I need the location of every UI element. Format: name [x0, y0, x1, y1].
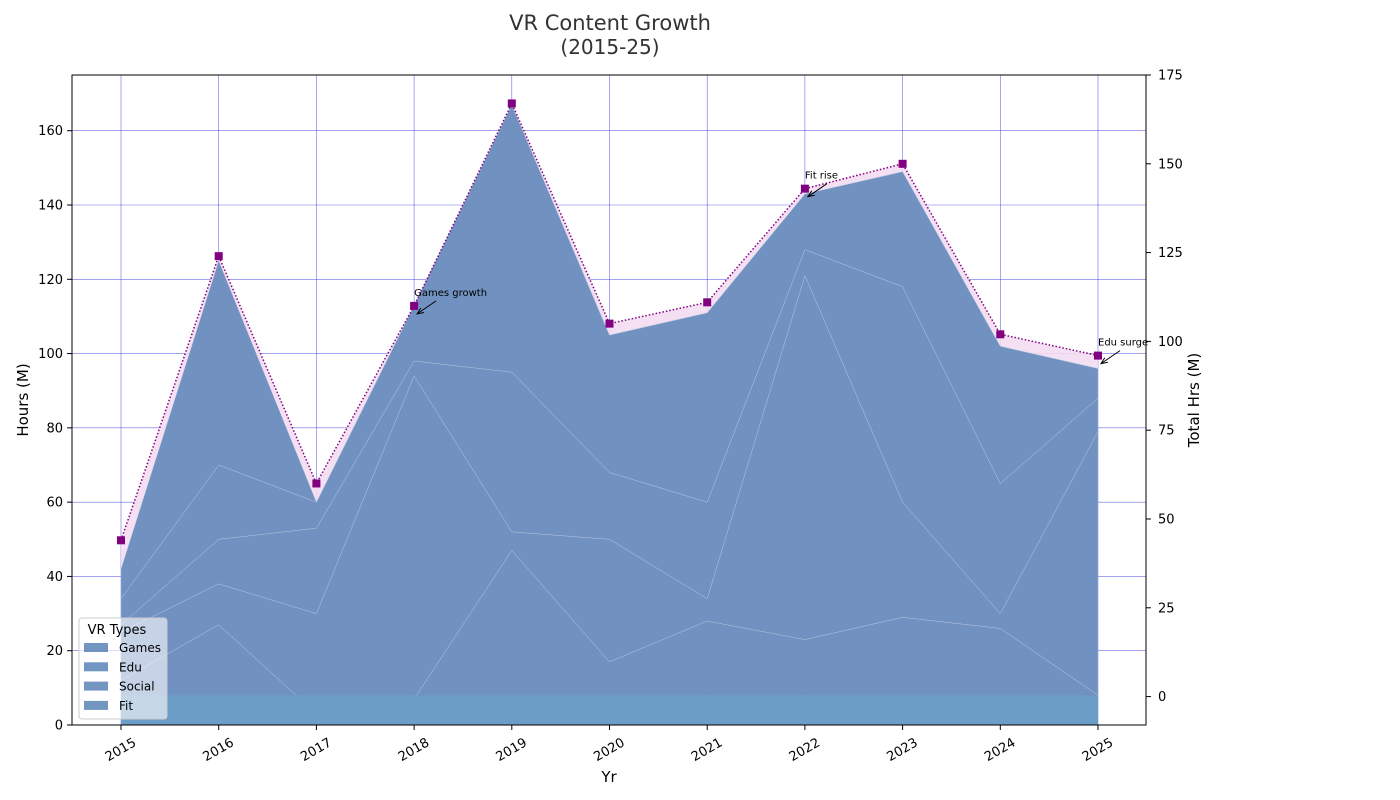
- y-axis-right: 0 25 50 75 100 125 150 175: [1146, 69, 1183, 705]
- y-axis-left: 0 20 40 60 80 100 120 140 160: [38, 124, 72, 734]
- annotation-arrow: [416, 300, 437, 315]
- y-right-tick-label: 175: [1158, 69, 1183, 84]
- total-marker: [703, 298, 712, 307]
- annotation-arrowhead: [806, 190, 815, 198]
- y-tick-label: 60: [46, 496, 63, 511]
- chart-title-line-1: VR Content Growth: [509, 11, 711, 35]
- x-tick-label: 2015: [103, 735, 139, 765]
- annotation-arrow: [807, 183, 828, 198]
- total-line: [117, 99, 1102, 545]
- x-tick-label: 2023: [884, 735, 920, 765]
- annotation-arrowhead: [416, 307, 425, 315]
- y-tick-label: 20: [46, 644, 63, 659]
- total-marker: [507, 99, 516, 108]
- x-tick-label: 2016: [201, 735, 237, 765]
- x-tick-label: 2020: [591, 735, 627, 765]
- total-marker: [605, 319, 614, 328]
- stacked-areas: [120, 103, 1099, 726]
- y-right-tick-label: 75: [1158, 424, 1175, 439]
- base-band: [121, 695, 1098, 725]
- annotation-text: Fit rise: [805, 171, 838, 182]
- annotation-text: Games growth: [414, 288, 487, 299]
- y-tick-label: 140: [38, 199, 63, 214]
- x-axis: 2015 2016 2017 2018 2019 2020 2021 2022 2023 2024…: [103, 725, 1116, 765]
- legend-swatch-games: [84, 643, 108, 652]
- total-marker: [800, 184, 809, 193]
- total-marker: [996, 330, 1005, 339]
- annotation-text: Edu surge: [1098, 338, 1148, 349]
- y-axis-right-label: Total Hrs (M): [1185, 353, 1203, 448]
- area-series-5: [120, 104, 1099, 600]
- total-marker: [312, 479, 321, 488]
- y-right-tick-label: 125: [1158, 246, 1183, 261]
- total-marker: [410, 301, 419, 310]
- y-axis-label: Hours (M): [14, 363, 32, 436]
- y-right-tick-label: 50: [1158, 512, 1175, 527]
- y-tick-label: 160: [38, 124, 63, 139]
- y-right-tick-label: 100: [1158, 335, 1183, 350]
- y-right-tick-label: 25: [1158, 601, 1175, 616]
- y-right-tick-label: 150: [1158, 157, 1183, 172]
- x-tick-label: 2022: [787, 735, 823, 765]
- legend-label-games: Games: [119, 641, 161, 655]
- legend-title: VR Types: [88, 623, 147, 638]
- legend-label-social: Social: [119, 680, 155, 694]
- legend-swatch-fit: [84, 700, 108, 710]
- chart-title: VR Content Growth (2015-25): [509, 11, 711, 59]
- total-marker: [214, 252, 223, 261]
- total-marker: [898, 159, 907, 168]
- x-tick-label: 2018: [396, 735, 432, 765]
- x-tick-label: 2019: [494, 735, 530, 765]
- legend-swatch-edu: [84, 662, 108, 672]
- y-tick-label: 40: [46, 570, 63, 585]
- y-tick-label: 0: [55, 719, 63, 734]
- y-right-tick-label: 0: [1158, 690, 1166, 705]
- x-tick-label: 2021: [689, 735, 725, 765]
- annotations: Games growth Fit rise Edu surge: [414, 171, 1148, 365]
- x-tick-label: 2017: [298, 735, 334, 765]
- y-tick-label: 100: [38, 347, 63, 362]
- y-tick-label: 120: [38, 273, 63, 288]
- annotation-arrow: [1100, 350, 1121, 365]
- total-marker: [117, 536, 125, 545]
- legend-label-edu: Edu: [119, 660, 142, 674]
- legend-swatch-social: [84, 681, 108, 691]
- legend-label-fit: Fit: [119, 699, 133, 713]
- x-axis-label: Yr: [600, 768, 617, 786]
- chart-title-line-2: (2015-25): [560, 35, 659, 59]
- y-tick-label: 80: [46, 421, 63, 436]
- x-tick-label: 2024: [982, 735, 1018, 765]
- legend: VR Types Games Edu Social Fit: [78, 617, 168, 720]
- annotation-arrowhead: [1099, 357, 1108, 365]
- x-tick-label: 2025: [1080, 735, 1116, 765]
- total-marker: [1094, 351, 1102, 360]
